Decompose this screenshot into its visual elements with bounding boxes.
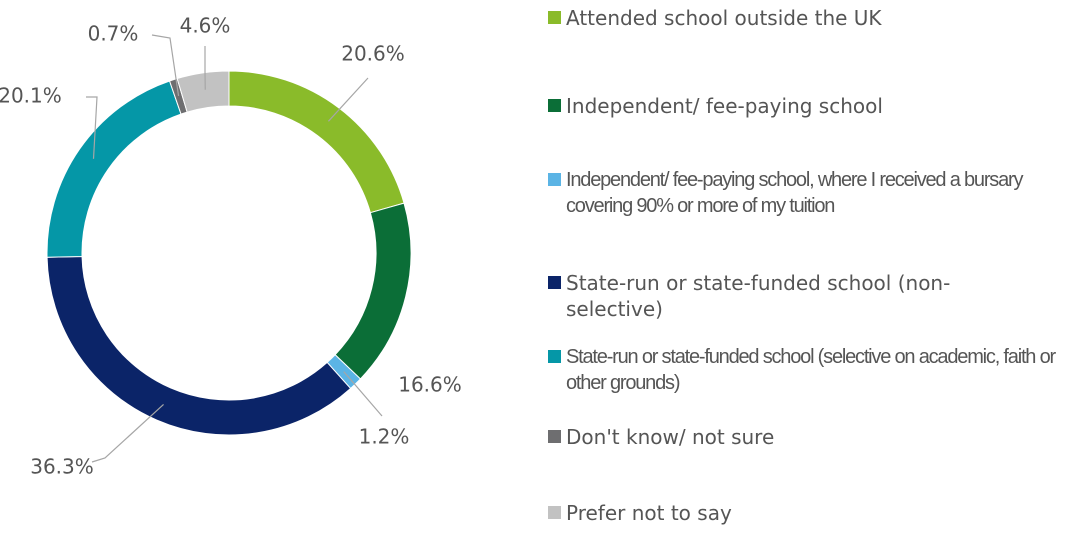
legend-item: Prefer not to say <box>548 500 1066 526</box>
leader-line <box>91 404 164 463</box>
legend-swatch <box>548 430 561 443</box>
legend-swatch <box>548 350 561 363</box>
data-label: 16.6% <box>398 373 462 397</box>
legend-label: Don't know/ not sure <box>566 425 775 449</box>
legend-label: State-run or state-funded school (select… <box>566 346 1056 394</box>
donut-segment <box>46 255 352 436</box>
chart: 20.6% 16.6% 1.2% 36.3% 20.1% 0.7% 4.6% <box>0 14 462 479</box>
legend-label: State-run or state-funded school (non-se… <box>566 271 951 321</box>
data-label: 20.1% <box>0 84 62 108</box>
leader-line <box>327 77 369 122</box>
legend-swatch <box>548 11 561 24</box>
legend-swatch <box>548 276 561 289</box>
legend-item: State-run or state-funded school (non-se… <box>548 270 1036 322</box>
legend-swatch <box>548 506 561 519</box>
legend-label: Independent/ fee-paying school, where I … <box>566 169 1023 217</box>
legend-item: State-run or state-funded school (select… <box>548 344 1066 396</box>
donut-segment <box>176 70 230 113</box>
data-label: 20.6% <box>341 42 405 66</box>
leader-line <box>86 96 98 159</box>
data-label: 1.2% <box>359 425 410 449</box>
leader-line <box>343 371 383 417</box>
legend-label: Prefer not to say <box>566 501 732 525</box>
legend-label: Independent/ fee-paying school <box>566 94 883 118</box>
legend-item: Don't know/ not sure <box>548 424 1066 450</box>
legend-item: Attended school outside the UK <box>548 5 1066 31</box>
legend-swatch <box>548 99 561 112</box>
donut-segment <box>228 70 405 214</box>
donut-segment <box>46 80 182 258</box>
leader-line <box>151 34 180 96</box>
data-label: 36.3% <box>30 455 94 479</box>
legend-item: Independent/ fee-paying school, where I … <box>548 167 1066 219</box>
legend-swatch <box>548 173 561 186</box>
legend-item: Independent/ fee-paying school <box>548 93 1066 119</box>
donut-segment <box>334 202 412 380</box>
legend-label: Attended school outside the UK <box>566 6 882 30</box>
data-label: 4.6% <box>180 14 231 38</box>
data-label: 0.7% <box>88 22 139 46</box>
